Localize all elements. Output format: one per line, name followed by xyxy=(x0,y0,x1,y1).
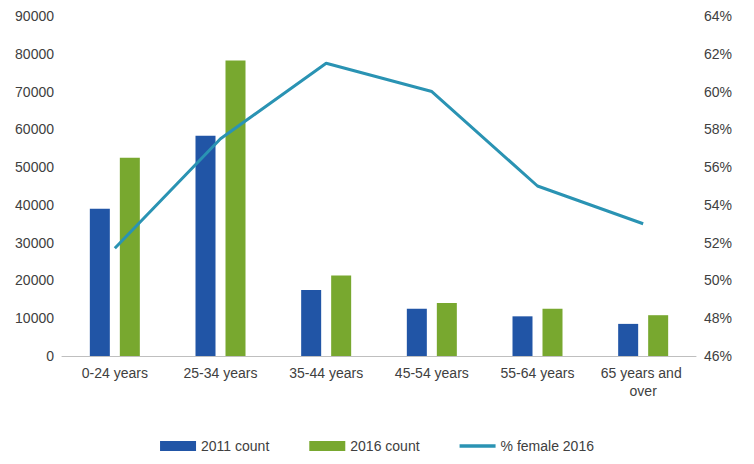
svg-text:70000: 70000 xyxy=(15,84,54,100)
svg-text:65 years and: 65 years and xyxy=(601,365,686,381)
svg-text:50%: 50% xyxy=(704,272,732,288)
svg-text:56%: 56% xyxy=(704,159,732,175)
svg-text:60000: 60000 xyxy=(15,121,54,137)
svg-text:64%: 64% xyxy=(704,8,732,24)
svg-text:0-24 years: 0-24 years xyxy=(82,365,148,381)
svg-text:60%: 60% xyxy=(704,84,732,100)
svg-text:52%: 52% xyxy=(704,235,732,251)
svg-text:30000: 30000 xyxy=(15,235,54,251)
svg-text:45-54 years: 45-54 years xyxy=(395,365,469,381)
svg-text:2011 count: 2011 count xyxy=(201,438,269,454)
svg-text:48%: 48% xyxy=(704,310,732,326)
svg-text:50000: 50000 xyxy=(15,159,54,175)
svg-text:0: 0 xyxy=(46,348,54,364)
svg-text:55-64 years: 55-64 years xyxy=(501,365,575,381)
svg-text:2016 count: 2016 count xyxy=(350,438,419,454)
svg-text:10000: 10000 xyxy=(15,310,54,326)
svg-text:58%: 58% xyxy=(704,121,732,137)
svg-text:25-34 years: 25-34 years xyxy=(184,365,258,381)
svg-text:90000: 90000 xyxy=(15,8,54,24)
svg-text:80000: 80000 xyxy=(15,46,54,62)
svg-text:20000: 20000 xyxy=(15,272,54,288)
svg-text:62%: 62% xyxy=(704,46,732,62)
svg-text:over: over xyxy=(630,383,658,399)
svg-text:54%: 54% xyxy=(704,197,732,213)
svg-text:40000: 40000 xyxy=(15,197,54,213)
svg-text:% female 2016: % female 2016 xyxy=(501,438,595,454)
svg-text:35-44 years: 35-44 years xyxy=(289,365,363,381)
svg-text:46%: 46% xyxy=(704,348,732,364)
